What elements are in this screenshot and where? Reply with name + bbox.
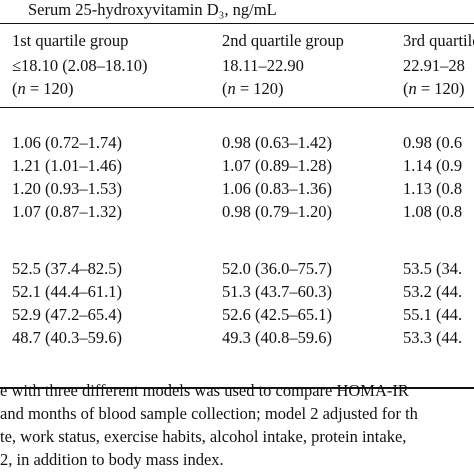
table-cell: 1.20 (0.93–1.53)	[12, 179, 122, 198]
table-cell: 49.3 (40.8–59.6)	[222, 328, 332, 347]
n-count: = 120)	[235, 79, 284, 98]
n-symbol: n	[227, 79, 236, 98]
col3-n: (n = 120)	[403, 79, 465, 98]
col2-range: 18.11–22.90	[222, 56, 304, 75]
col2-title: 2nd quartile group	[222, 31, 344, 50]
footnote-line: e with three different models was used t…	[0, 381, 409, 400]
n-count: = 120)	[25, 79, 74, 98]
table-cell: 1.13 (0.8	[403, 179, 463, 198]
table-cell: 52.5 (37.4–82.5)	[12, 259, 122, 278]
table-cell: 52.0 (36.0–75.7)	[222, 259, 332, 278]
table-cell: 1.21 (1.01–1.46)	[12, 156, 122, 175]
table-cell: 53.2 (44.	[403, 282, 463, 301]
table-cell: 1.06 (0.83–1.36)	[222, 179, 332, 198]
table-cell: 1.07 (0.89–1.28)	[222, 156, 332, 175]
table-cell: 52.1 (44.4–61.1)	[12, 282, 122, 301]
col1-range: ≤18.10 (2.08–18.10)	[12, 56, 148, 75]
vitamin-d-header: Serum 25-hydroxyvitamin D₃, ng/mL	[28, 0, 277, 19]
table-cell: 48.7 (40.3–59.6)	[12, 328, 122, 347]
col1-n: (n = 120)	[12, 79, 74, 98]
table-bottom-rule	[0, 387, 474, 389]
table-cell: 1.08 (0.8	[403, 202, 463, 221]
table-cell: 52.9 (47.2–65.4)	[12, 305, 122, 324]
table-cell: 0.98 (0.6	[403, 133, 463, 152]
table-cell: 53.3 (44.	[403, 328, 463, 347]
table-cell: 1.06 (0.72–1.74)	[12, 133, 122, 152]
footnote-line: 2, in addition to body mass index.	[0, 450, 224, 469]
table-top-rule	[0, 23, 474, 25]
table-cell: 55.1 (44.	[403, 305, 463, 324]
table-cell: 51.3 (43.7–60.3)	[222, 282, 332, 301]
n-symbol: n	[408, 79, 417, 98]
table-cell: 0.98 (0.63–1.42)	[222, 133, 332, 152]
table-cell: 53.5 (34.	[403, 259, 463, 278]
col3-range: 22.91–28	[403, 56, 465, 75]
header-bottom-rule	[0, 107, 474, 109]
table-cell: 1.14 (0.9	[403, 156, 463, 175]
table-cell: 0.98 (0.79–1.20)	[222, 202, 332, 221]
col3-title: 3rd quartile	[403, 31, 474, 50]
col2-n: (n = 120)	[222, 79, 284, 98]
n-count: = 120)	[416, 79, 465, 98]
col1-title: 1st quartile group	[12, 31, 129, 50]
table-cell: 1.07 (0.87–1.32)	[12, 202, 122, 221]
table-cell: 52.6 (42.5–65.1)	[222, 305, 332, 324]
footnote-line: te, work status, exercise habits, alcoho…	[0, 427, 407, 446]
n-symbol: n	[17, 79, 26, 98]
footnote-line: and months of blood sample collection; m…	[0, 404, 418, 423]
